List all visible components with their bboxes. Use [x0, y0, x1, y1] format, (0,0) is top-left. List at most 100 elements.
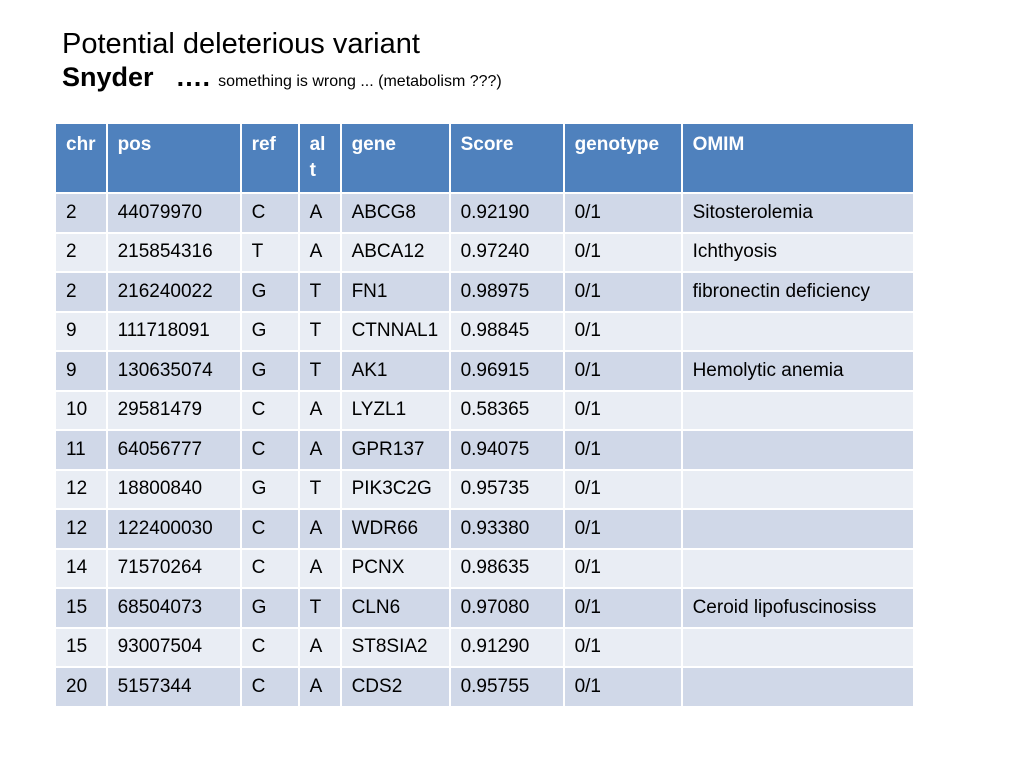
cell-genotype: 0/1	[562, 231, 683, 273]
cell-omim	[680, 389, 915, 431]
cell-genotype: 0/1	[562, 468, 683, 510]
cell-score: 0.92190	[448, 192, 565, 234]
cell-omim	[680, 508, 915, 550]
table-body: 2 44079970 C A ABCG8 0.92190 0/1 Sitosterolemia…	[54, 192, 915, 708]
cell-ref: G	[239, 271, 300, 313]
cell-pos: 29581479	[105, 389, 242, 431]
cell-gene: CDS2	[339, 666, 451, 708]
header-gene: gene	[339, 122, 451, 194]
cell-gene: WDR66	[339, 508, 451, 550]
cell-ref: C	[239, 626, 300, 668]
table-header-row: chr pos ref alt gene Score genotype OMIM	[54, 122, 915, 194]
cell-pos: 64056777	[105, 429, 242, 471]
cell-pos: 215854316	[105, 231, 242, 273]
cell-ref: G	[239, 350, 300, 392]
cell-omim: Sitosterolemia	[680, 192, 915, 234]
cell-omim	[680, 547, 915, 589]
cell-gene: CTNNAL1	[339, 310, 451, 352]
cell-ref: G	[239, 468, 300, 510]
cell-genotype: 0/1	[562, 271, 683, 313]
table-row: 2 216240022 G T FN1 0.98975 0/1 fibronectin def…	[54, 271, 915, 313]
cell-gene: GPR137	[339, 429, 451, 471]
cell-pos: 93007504	[105, 626, 242, 668]
cell-omim	[680, 626, 915, 668]
cell-omim: Hemolytic anemia	[680, 350, 915, 392]
header-omim: OMIM	[680, 122, 915, 194]
table-row: 2 215854316 T A ABCA12 0.97240 0/1 Ichthyosis	[54, 231, 915, 273]
cell-chr: 2	[54, 231, 108, 273]
cell-pos: 216240022	[105, 271, 242, 313]
table-row: 15 93007504 C A ST8SIA2 0.91290 0/1	[54, 626, 915, 668]
slide-title: Potential deleterious variant Snyder …. so…	[62, 26, 502, 93]
cell-score: 0.97240	[448, 231, 565, 273]
cell-omim	[680, 310, 915, 352]
table-row: 9 111718091 G T CTNNAL1 0.98845 0/1	[54, 310, 915, 352]
cell-omim	[680, 429, 915, 471]
cell-score: 0.98635	[448, 547, 565, 589]
cell-genotype: 0/1	[562, 389, 683, 431]
table-row: 10 29581479 C A LYZL1 0.58365 0/1	[54, 389, 915, 431]
cell-pos: 71570264	[105, 547, 242, 589]
cell-chr: 10	[54, 389, 108, 431]
cell-pos: 18800840	[105, 468, 242, 510]
table-row: 14 71570264 C A PCNX 0.98635 0/1	[54, 547, 915, 589]
cell-pos: 5157344	[105, 666, 242, 708]
cell-alt: A	[297, 666, 342, 708]
cell-chr: 2	[54, 271, 108, 313]
cell-ref: C	[239, 192, 300, 234]
cell-gene: AK1	[339, 350, 451, 392]
cell-score: 0.98845	[448, 310, 565, 352]
cell-gene: CLN6	[339, 587, 451, 629]
title-name: Snyder	[62, 62, 154, 92]
cell-gene: ST8SIA2	[339, 626, 451, 668]
cell-omim: fibronectin deficiency	[680, 271, 915, 313]
cell-ref: C	[239, 508, 300, 550]
cell-genotype: 0/1	[562, 508, 683, 550]
cell-ref: C	[239, 547, 300, 589]
cell-alt: A	[297, 192, 342, 234]
cell-gene: PIK3C2G	[339, 468, 451, 510]
header-chr: chr	[54, 122, 108, 194]
cell-genotype: 0/1	[562, 587, 683, 629]
cell-alt: A	[297, 547, 342, 589]
cell-genotype: 0/1	[562, 666, 683, 708]
cell-score: 0.95755	[448, 666, 565, 708]
cell-chr: 15	[54, 626, 108, 668]
cell-genotype: 0/1	[562, 429, 683, 471]
cell-score: 0.94075	[448, 429, 565, 471]
cell-alt: T	[297, 271, 342, 313]
cell-chr: 11	[54, 429, 108, 471]
cell-alt: A	[297, 626, 342, 668]
cell-chr: 12	[54, 508, 108, 550]
table-row: 11 64056777 C A GPR137 0.94075 0/1	[54, 429, 915, 471]
cell-gene: LYZL1	[339, 389, 451, 431]
cell-score: 0.98975	[448, 271, 565, 313]
table-row: 9 130635074 G T AK1 0.96915 0/1 Hemolytic anemi…	[54, 350, 915, 392]
title-subline: Snyder …. something is wrong ... (metaboli…	[62, 62, 502, 93]
cell-score: 0.91290	[448, 626, 565, 668]
title-ellipsis: ….	[175, 62, 211, 92]
cell-genotype: 0/1	[562, 547, 683, 589]
cell-ref: T	[239, 231, 300, 273]
cell-gene: PCNX	[339, 547, 451, 589]
header-alt: alt	[297, 122, 342, 194]
table-row: 12 18800840 G T PIK3C2G 0.95735 0/1	[54, 468, 915, 510]
cell-genotype: 0/1	[562, 310, 683, 352]
header-ref: ref	[239, 122, 300, 194]
table-row: 12 122400030 C A WDR66 0.93380 0/1	[54, 508, 915, 550]
cell-omim	[680, 666, 915, 708]
table-row: 2 44079970 C A ABCG8 0.92190 0/1 Sitosterolemia	[54, 192, 915, 234]
cell-alt: A	[297, 429, 342, 471]
cell-ref: C	[239, 429, 300, 471]
cell-chr: 20	[54, 666, 108, 708]
cell-alt: T	[297, 350, 342, 392]
cell-omim: Ichthyosis	[680, 231, 915, 273]
title-note: something is wrong ... (metabolism ???)	[218, 73, 502, 90]
cell-alt: T	[297, 587, 342, 629]
cell-score: 0.93380	[448, 508, 565, 550]
header-genotype: genotype	[562, 122, 683, 194]
cell-gene: FN1	[339, 271, 451, 313]
cell-alt: A	[297, 231, 342, 273]
header-score: Score	[448, 122, 565, 194]
cell-pos: 44079970	[105, 192, 242, 234]
